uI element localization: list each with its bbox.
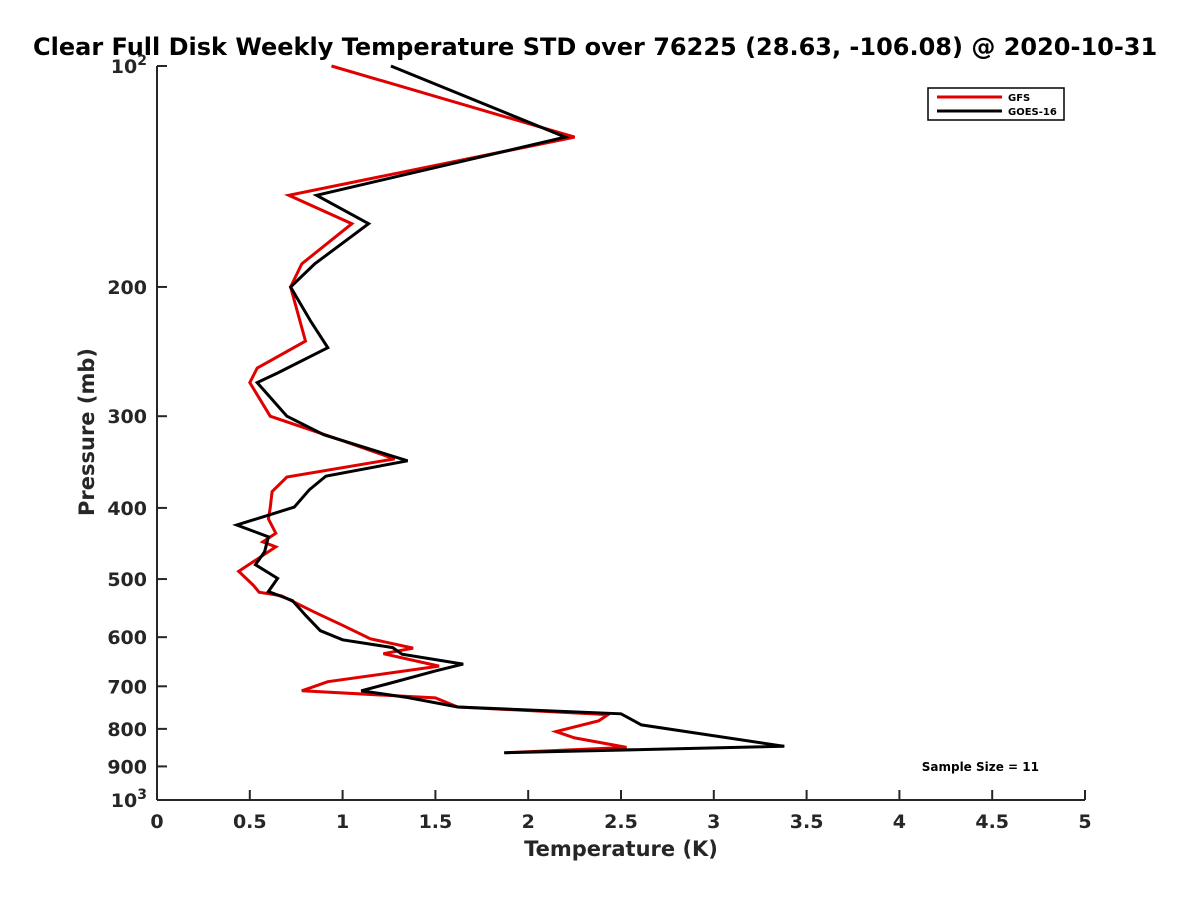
x-tick-label: 5 (1078, 811, 1091, 833)
series-line-goes-16 (232, 64, 785, 755)
x-tick-label: 1 (336, 811, 349, 833)
x-tick-label: 4.5 (975, 811, 1009, 833)
y-axis-title: Pressure (mb) (75, 348, 99, 516)
x-tick-label: 3.5 (790, 811, 824, 833)
y-tick-label: 103 (111, 787, 147, 812)
y-tick-label: 300 (107, 406, 147, 428)
y-tick-label: 102 (111, 53, 147, 78)
y-tick-label: 500 (107, 569, 147, 591)
x-tick-label: 1.5 (419, 811, 453, 833)
x-axis-title: Temperature (K) (524, 837, 718, 861)
x-tick-label: 2.5 (604, 811, 638, 833)
y-tick-label: 700 (107, 676, 147, 698)
legend-label: GOES-16 (1008, 107, 1057, 118)
x-tick-label: 4 (893, 811, 906, 833)
y-tick-label: 600 (107, 627, 147, 649)
x-tick-label: 0.5 (233, 811, 267, 833)
y-tick-label: 400 (107, 498, 147, 520)
x-tick-label: 3 (707, 811, 720, 833)
series-layer (232, 64, 785, 755)
legend-label: GFS (1008, 93, 1030, 104)
plot-area (156, 66, 1085, 801)
y-tick-label: 800 (107, 719, 147, 741)
sample-size-note: Sample Size = 11 (922, 760, 1039, 774)
y-tick-label: 200 (107, 277, 147, 299)
legend: GFS GOES-16 (927, 87, 1065, 121)
chart-title: Clear Full Disk Weekly Temperature STD o… (33, 33, 1157, 61)
series-line-gfs (236, 64, 627, 755)
legend-box (927, 87, 1065, 121)
x-tick-label: 2 (522, 811, 535, 833)
y-tick-label: 900 (107, 756, 147, 778)
x-tick-label: 0 (150, 811, 163, 833)
y-axis: 102 200 300 400 500 600 700 800 900 103 (107, 53, 167, 812)
x-axis: 0 0.5 1 1.5 2 2.5 3 3.5 4 4.5 5 (150, 790, 1092, 833)
